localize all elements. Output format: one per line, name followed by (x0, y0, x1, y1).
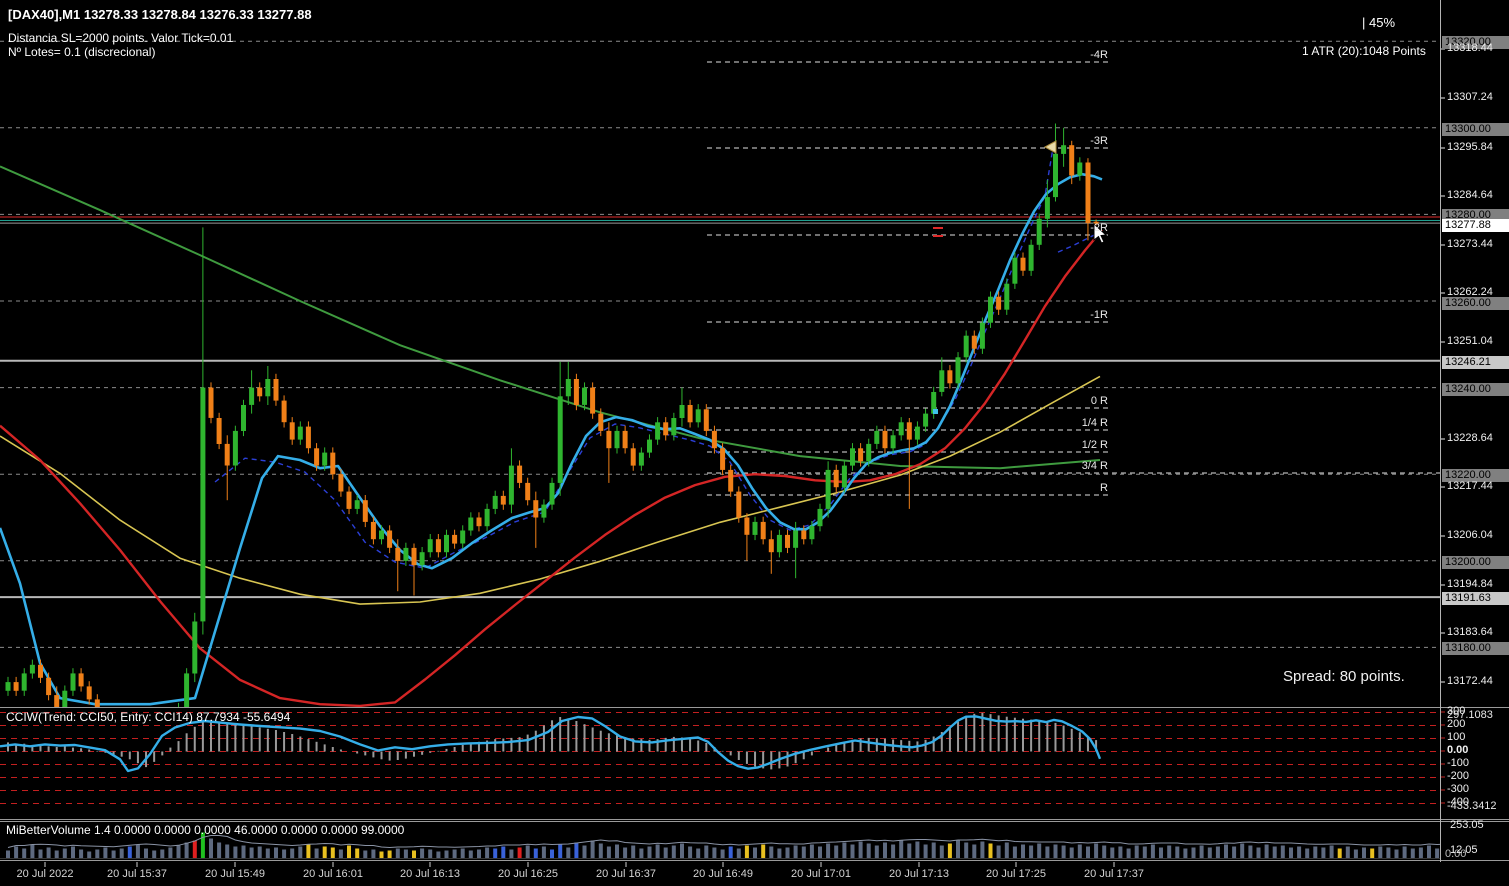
time-axis-label[interactable]: 20 Jul 17:01 (791, 868, 851, 880)
price-axis-label-grid: 13180.00 (1442, 642, 1509, 655)
price-axis-label: 13262.24 (1447, 286, 1493, 298)
price-axis-label: 13284.64 (1447, 189, 1493, 201)
cci-axis-label: -100 (1447, 757, 1470, 769)
price-axis-label: 13295.84 (1447, 141, 1493, 153)
price-axis-label-grid: 13280.00 (1442, 209, 1509, 222)
cci-axis-label: 297.1083 (1447, 709, 1493, 721)
price-axis-label: 13217.44 (1447, 480, 1493, 492)
spread-label: Spread: 80 points. (1283, 668, 1405, 685)
price-axis-label: 13318.44 (1447, 42, 1493, 54)
sl-info-line: Distancia SL=2000 points. Valor Tick=0.0… (8, 31, 234, 45)
price-axis-label: 13273.44 (1447, 238, 1493, 250)
volume-axis-label: 253.05 (1450, 819, 1484, 831)
price-axis-label: 13206.04 (1447, 529, 1493, 541)
price-axis-label-current: 13277.88 (1442, 219, 1509, 232)
price-axis-label: 13307.24 (1447, 91, 1493, 103)
symbol-ohlc-line: [DAX40],M1 13278.33 13278.84 13276.33 13… (8, 7, 312, 22)
time-axis-label[interactable]: 20 Jul 2022 (16, 868, 74, 880)
pivot-level-label: 1/4 R (1081, 417, 1108, 429)
volume-timescale-separator (0, 860, 1509, 861)
time-axis-label[interactable]: 20 Jul 16:25 (498, 868, 558, 880)
cci-axis-label: 200 (1447, 718, 1466, 730)
price-axis-label-grid: 13300.00 (1442, 123, 1509, 136)
time-axis-label[interactable]: 20 Jul 17:13 (889, 868, 949, 880)
cci-axis-label: 300 (1447, 705, 1466, 717)
cci-volume-separator-top[interactable] (0, 819, 1509, 820)
price-axis-border (1440, 0, 1441, 862)
price-axis-label: 13228.64 (1447, 432, 1493, 444)
time-axis-label[interactable]: 20 Jul 16:37 (596, 868, 656, 880)
cci-axis-label: 0.00 (1447, 744, 1469, 756)
cci-axis-label: -400 (1447, 796, 1470, 808)
time-axis-label[interactable]: 20 Jul 17:25 (986, 868, 1046, 880)
time-axis-label[interactable]: 20 Jul 15:37 (107, 868, 167, 880)
price-axis-label-grid: 13320.00 (1442, 36, 1509, 49)
lots-info-line: Nº Lotes= 0.1 (discrecional) (8, 45, 156, 59)
price-axis-label-grid: 13240.00 (1442, 383, 1509, 396)
pivot-level-label: -3R (1090, 135, 1108, 147)
cci-axis-label: 100 (1447, 731, 1466, 743)
time-axis-label[interactable]: 20 Jul 15:49 (205, 868, 265, 880)
time-axis-label[interactable]: 20 Jul 16:49 (693, 868, 753, 880)
pivot-level-label: R (1100, 482, 1108, 494)
time-axis-label[interactable]: 20 Jul 16:01 (303, 868, 363, 880)
price-axis-label: 13251.04 (1447, 335, 1493, 347)
atr-label: 1 ATR (20):1048 Points (1302, 44, 1426, 58)
cci-volume-separator-bottom (0, 821, 1509, 822)
cci-axis-label: -433.3412 (1447, 800, 1497, 812)
price-axis-label-level: 13191.63 (1442, 592, 1509, 605)
cci-axis-label: -300 (1447, 783, 1470, 795)
trade-arrow-icon (1043, 140, 1057, 154)
pivot-level-label: -4R (1090, 49, 1108, 61)
volume-axis-label: 12.05 (1450, 844, 1478, 856)
time-axis-label[interactable]: 20 Jul 16:13 (400, 868, 460, 880)
price-axis-label-grid: 13220.00 (1442, 469, 1509, 482)
volume-axis-label: 0.00 (1445, 848, 1467, 860)
pivot-level-label: -1R (1090, 309, 1108, 321)
cci-axis-label: -200 (1447, 770, 1470, 782)
price-axis-label: 13183.64 (1447, 626, 1493, 638)
volume-indicator-title: MiBetterVolume 1.4 0.0000 0.0000 0.0000 … (6, 823, 405, 837)
pivot-level-label: -2R (1090, 222, 1108, 234)
pivot-level-label: 0 R (1090, 395, 1108, 407)
pivot-level-label: 1/2 R (1081, 439, 1108, 451)
price-axis-label: 13172.44 (1447, 675, 1493, 687)
price-axis-label: 13194.84 (1447, 578, 1493, 590)
price-axis-label-grid: 13200.00 (1442, 556, 1509, 569)
cci-indicator-title: CCIW(Trend: CCI50, Entry: CCI14) 87.7934… (6, 710, 291, 724)
price-axis-label-level: 13246.21 (1442, 356, 1509, 369)
cursor-icon (1093, 222, 1108, 244)
time-axis-label[interactable]: 20 Jul 17:37 (1084, 868, 1144, 880)
main-cci-separator[interactable] (0, 707, 1509, 708)
pivot-level-label: 3/4 R (1081, 460, 1108, 472)
scale-percent-label: | 45% (1362, 15, 1396, 30)
price-axis-label-grid: 13260.00 (1442, 297, 1509, 310)
